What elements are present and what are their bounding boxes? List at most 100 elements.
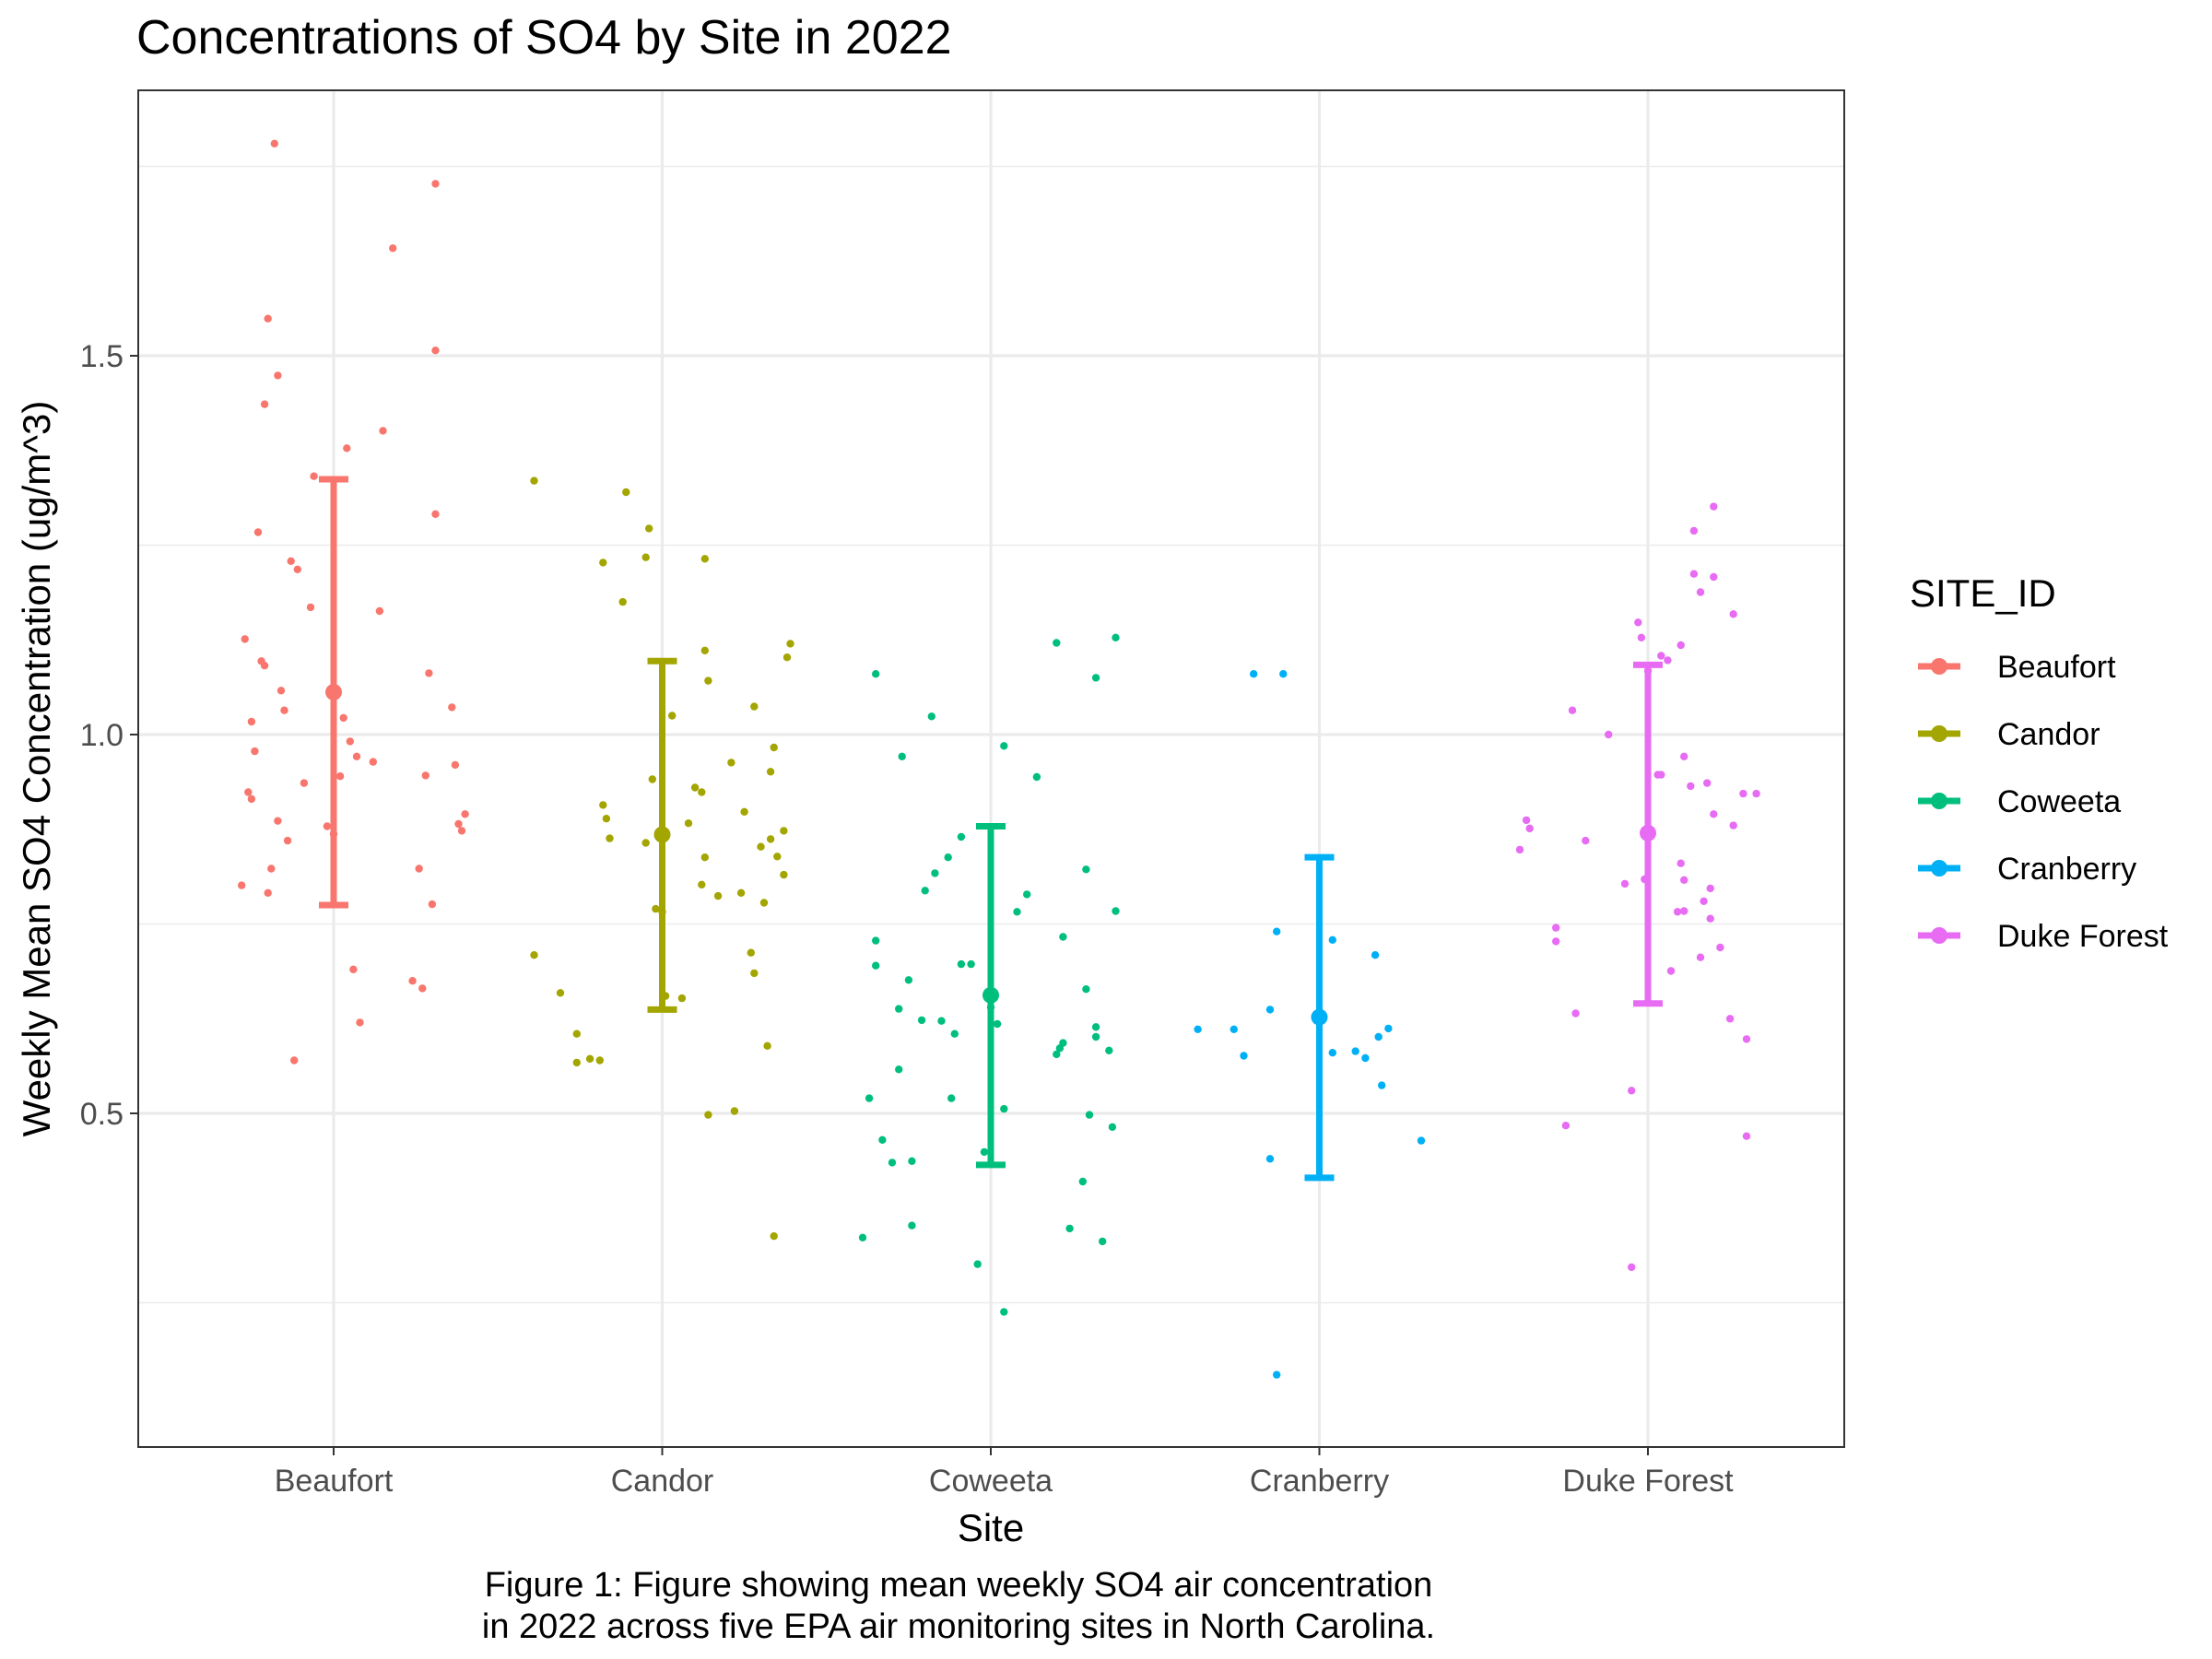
data-point-duke-forest bbox=[1522, 816, 1531, 825]
data-point-beaufort bbox=[274, 817, 282, 825]
data-point-cranberry bbox=[1328, 935, 1337, 944]
legend-item-candor: Candor bbox=[1918, 717, 2100, 752]
data-point-duke-forest bbox=[1666, 967, 1676, 975]
data-point-candor bbox=[704, 677, 712, 685]
mean-point-beaufort bbox=[325, 683, 342, 700]
legend-item-cranberry: Cranberry bbox=[1918, 852, 2136, 887]
data-point-duke-forest bbox=[1582, 836, 1590, 845]
data-point-coweeta bbox=[1105, 1046, 1113, 1055]
data-point-coweeta bbox=[1108, 1123, 1117, 1132]
data-point-coweeta bbox=[1112, 907, 1120, 915]
legend-item-coweeta: Coweeta bbox=[1918, 784, 2121, 819]
data-point-beaufort bbox=[247, 717, 256, 726]
data-point-beaufort bbox=[253, 528, 263, 536]
data-point-beaufort bbox=[264, 888, 272, 897]
data-point-coweeta bbox=[957, 959, 966, 969]
data-point-coweeta bbox=[921, 887, 929, 895]
x-tick-label: Candor bbox=[611, 1464, 714, 1499]
data-point-duke-forest bbox=[1515, 845, 1524, 854]
data-point-duke-forest bbox=[1571, 1009, 1580, 1018]
data-point-cranberry bbox=[1265, 1155, 1275, 1163]
x-axis-title: Site bbox=[958, 1506, 1024, 1549]
data-point-coweeta bbox=[1099, 1237, 1107, 1246]
data-point-beaufort bbox=[408, 977, 417, 985]
data-point-beaufort bbox=[379, 427, 387, 435]
data-point-coweeta bbox=[927, 712, 935, 721]
data-point-beaufort bbox=[352, 752, 361, 760]
data-point-duke-forest bbox=[1725, 1015, 1735, 1023]
data-point-coweeta bbox=[904, 976, 913, 984]
data-point-candor bbox=[770, 743, 778, 752]
data-point-duke-forest bbox=[1689, 570, 1699, 578]
data-point-beaufort bbox=[369, 758, 377, 766]
legend-key-point bbox=[1931, 658, 1947, 675]
data-point-coweeta bbox=[908, 1157, 916, 1166]
data-point-cranberry bbox=[1230, 1025, 1239, 1034]
data-point-beaufort bbox=[283, 836, 292, 845]
data-point-coweeta bbox=[973, 1260, 982, 1268]
data-point-coweeta bbox=[944, 853, 952, 862]
data-point-coweeta bbox=[1091, 674, 1100, 682]
data-point-coweeta bbox=[872, 670, 880, 678]
legend-label: Duke Forest bbox=[1997, 919, 2169, 954]
data-point-cranberry bbox=[1328, 1049, 1337, 1057]
data-point-duke-forest bbox=[1729, 610, 1737, 618]
data-point-candor bbox=[677, 994, 687, 1003]
data-point-duke-forest bbox=[1628, 1087, 1636, 1095]
data-point-candor bbox=[700, 646, 709, 654]
data-point-coweeta bbox=[947, 1094, 956, 1102]
data-point-candor bbox=[766, 835, 775, 843]
data-point-cranberry bbox=[1371, 951, 1380, 959]
legend-item-beaufort: Beaufort bbox=[1918, 650, 2116, 685]
data-point-duke-forest bbox=[1689, 526, 1699, 535]
data-point-candor bbox=[530, 477, 538, 485]
data-point-duke-forest bbox=[1552, 924, 1560, 932]
data-point-duke-forest bbox=[1634, 618, 1642, 627]
x-tick-label: Duke Forest bbox=[1562, 1464, 1734, 1499]
data-point-coweeta bbox=[1091, 1023, 1100, 1031]
x-tick-label: Cranberry bbox=[1250, 1464, 1389, 1499]
data-point-duke-forest bbox=[1729, 821, 1737, 830]
data-point-beaufort bbox=[346, 737, 354, 746]
data-point-coweeta bbox=[1078, 1177, 1088, 1186]
legend-label: Coweeta bbox=[1997, 784, 2121, 819]
data-point-candor bbox=[740, 807, 748, 816]
data-point-beaufort bbox=[329, 830, 338, 838]
data-point-beaufort bbox=[454, 819, 463, 829]
data-point-candor bbox=[602, 815, 611, 823]
data-point-candor bbox=[730, 1107, 739, 1115]
data-point-duke-forest bbox=[1643, 666, 1653, 676]
data-point-coweeta bbox=[937, 1017, 946, 1025]
legend: SITE_ID Beaufort Candor Coweeta Cranberry Du… bbox=[1910, 571, 2169, 954]
data-point-duke-forest bbox=[1706, 914, 1714, 923]
data-point-coweeta bbox=[1091, 1032, 1100, 1041]
data-point-duke-forest bbox=[1687, 782, 1695, 791]
data-point-duke-forest bbox=[1657, 652, 1665, 660]
data-point-coweeta bbox=[967, 959, 975, 969]
legend-key-point bbox=[1931, 725, 1947, 742]
data-point-beaufort bbox=[300, 779, 309, 787]
data-point-duke-forest bbox=[1696, 953, 1705, 961]
data-point-candor bbox=[786, 640, 794, 648]
data-point-coweeta bbox=[895, 1065, 903, 1074]
data-point-beaufort bbox=[451, 760, 460, 770]
data-point-coweeta bbox=[1082, 865, 1090, 874]
data-point-duke-forest bbox=[1710, 502, 1718, 511]
data-point-beaufort bbox=[431, 347, 440, 355]
data-point-coweeta bbox=[1085, 1111, 1094, 1119]
data-point-beaufort bbox=[267, 865, 276, 873]
legend-label: Candor bbox=[1997, 717, 2100, 752]
data-point-duke-forest bbox=[1664, 656, 1672, 665]
legend-key-point bbox=[1931, 927, 1947, 944]
data-point-duke-forest bbox=[1752, 789, 1760, 798]
data-point-coweeta bbox=[1059, 933, 1067, 941]
data-point-beaufort bbox=[241, 635, 249, 643]
data-point-coweeta bbox=[1032, 772, 1041, 782]
data-point-duke-forest bbox=[1677, 859, 1685, 867]
data-point-candor bbox=[606, 834, 614, 842]
data-point-beaufort bbox=[280, 706, 288, 714]
data-point-candor bbox=[750, 702, 759, 711]
data-point-coweeta bbox=[858, 1233, 867, 1242]
data-point-duke-forest bbox=[1568, 706, 1577, 714]
data-point-beaufort bbox=[448, 703, 456, 712]
